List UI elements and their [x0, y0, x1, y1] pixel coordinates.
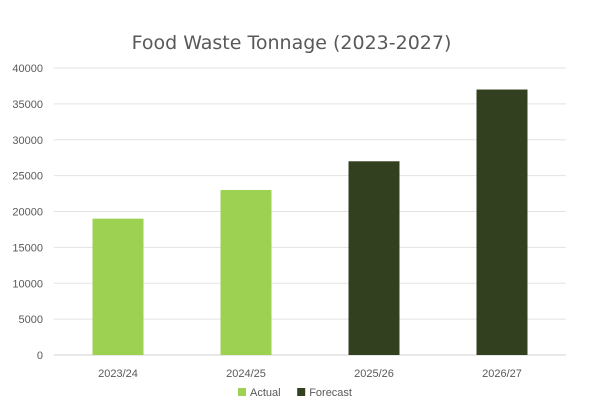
- y-tick-label: 40000: [12, 63, 43, 75]
- y-tick-label: 15000: [12, 242, 43, 254]
- bar-2023-24: [92, 218, 144, 355]
- y-tick-label: 35000: [12, 99, 43, 111]
- bar-2024-25: [220, 189, 272, 355]
- legend-swatch: [297, 388, 306, 396]
- x-tick-label: 2024/25: [226, 368, 266, 380]
- y-tick-label: 30000: [12, 135, 43, 147]
- bar-2025-26: [348, 161, 400, 355]
- y-tick-label: 5000: [19, 314, 43, 326]
- y-tick-label: 10000: [12, 278, 43, 290]
- y-tick-label: 0: [37, 350, 43, 362]
- y-tick-label: 20000: [12, 207, 43, 219]
- chart-title: Food Waste Tonnage (2023-2027): [131, 32, 452, 54]
- y-tick-label: 25000: [12, 171, 43, 183]
- legend-swatch: [238, 388, 246, 396]
- legend-label: Forecast: [309, 387, 352, 399]
- bar-2026-27: [476, 89, 528, 356]
- legend-label: Actual: [250, 387, 281, 399]
- x-tick-label: 2025/26: [354, 368, 394, 380]
- x-tick-label: 2023/24: [98, 368, 138, 380]
- x-tick-label: 2026/27: [482, 368, 522, 380]
